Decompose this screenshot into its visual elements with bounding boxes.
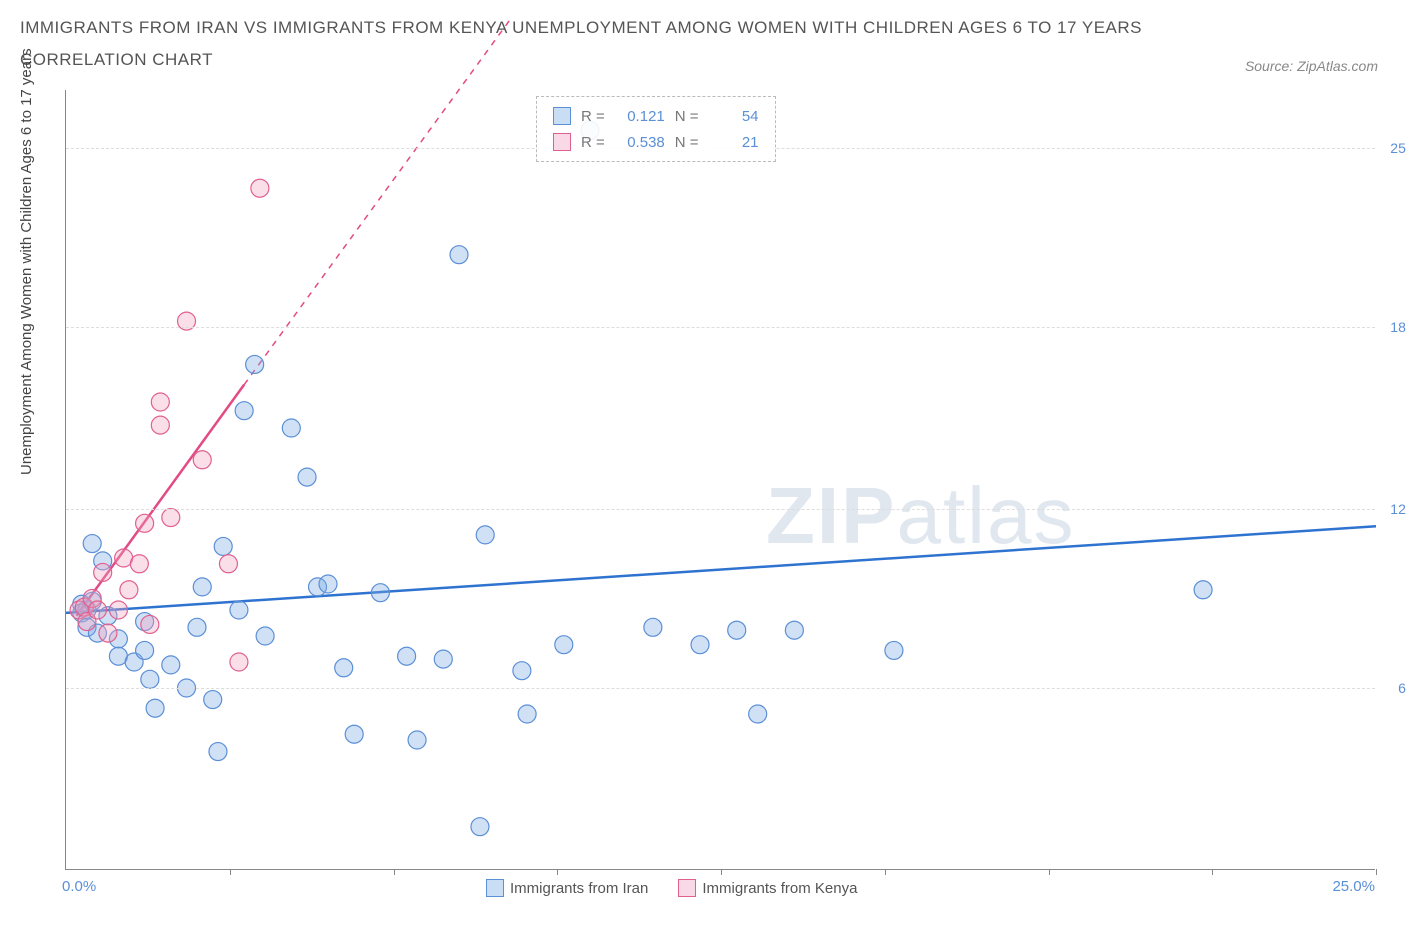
data-point <box>785 621 803 639</box>
data-point <box>398 647 416 665</box>
x-tick <box>230 869 231 875</box>
chart-title: IMMIGRANTS FROM IRAN VS IMMIGRANTS FROM … <box>20 18 1386 38</box>
x-tick <box>885 869 886 875</box>
data-point <box>298 468 316 486</box>
data-point <box>319 575 337 593</box>
data-point <box>256 627 274 645</box>
data-point <box>219 555 237 573</box>
gridline <box>66 327 1375 328</box>
y-tick-label: 18.8% <box>1380 319 1406 335</box>
swatch-pink-icon <box>553 133 571 151</box>
data-point <box>235 402 253 420</box>
data-point <box>209 743 227 761</box>
data-point <box>518 705 536 723</box>
r-value-kenya: 0.538 <box>615 134 665 151</box>
data-point <box>141 670 159 688</box>
data-point <box>214 537 232 555</box>
y-tick-label: 25.0% <box>1380 140 1406 156</box>
source-label: Source: <box>1245 58 1293 74</box>
data-point <box>282 419 300 437</box>
legend-row-kenya: R = 0.538 N = 21 <box>553 129 759 155</box>
chart-subtitle: CORRELATION CHART <box>20 50 1386 70</box>
swatch-blue-icon <box>486 879 504 897</box>
x-tick <box>721 869 722 875</box>
x-tick <box>1049 869 1050 875</box>
chart-plot-area: ZIPatlas R = 0.121 N = 54 R = 0.538 N = … <box>65 90 1375 870</box>
gridline <box>66 688 1375 689</box>
data-point <box>94 563 112 581</box>
data-point <box>136 514 154 532</box>
data-point <box>151 416 169 434</box>
data-point <box>885 641 903 659</box>
data-point <box>371 584 389 602</box>
trend-line-extension <box>244 18 511 385</box>
data-point <box>141 615 159 633</box>
x-tick <box>1212 869 1213 875</box>
legend-series: Immigrants from Iran Immigrants from Ken… <box>486 879 857 897</box>
source-name: ZipAtlas.com <box>1297 58 1378 74</box>
source-attribution: Source: ZipAtlas.com <box>1245 58 1378 74</box>
x-axis-max: 25.0% <box>1332 878 1375 895</box>
legend-item-kenya: Immigrants from Kenya <box>678 879 857 897</box>
trend-line <box>66 526 1376 613</box>
data-point <box>146 699 164 717</box>
data-point <box>188 618 206 636</box>
x-tick <box>557 869 558 875</box>
data-point <box>109 601 127 619</box>
data-point <box>230 601 248 619</box>
y-tick-label: 6.3% <box>1380 680 1406 696</box>
gridline <box>66 509 1375 510</box>
data-point <box>251 179 269 197</box>
data-point <box>83 535 101 553</box>
data-point <box>749 705 767 723</box>
data-point <box>691 636 709 654</box>
legend-label-kenya: Immigrants from Kenya <box>702 880 857 897</box>
r-value-iran: 0.121 <box>615 108 665 125</box>
data-point <box>471 818 489 836</box>
data-point <box>130 555 148 573</box>
data-point <box>246 355 264 373</box>
y-axis-label: Unemployment Among Women with Children A… <box>18 48 35 475</box>
legend-row-iran: R = 0.121 N = 54 <box>553 103 759 129</box>
data-point <box>450 246 468 264</box>
n-label: N = <box>675 108 699 125</box>
data-point <box>476 526 494 544</box>
data-point <box>162 656 180 674</box>
swatch-blue-icon <box>553 107 571 125</box>
n-value-iran: 54 <box>709 108 759 125</box>
data-point <box>345 725 363 743</box>
x-axis-min: 0.0% <box>62 878 96 895</box>
data-point <box>230 653 248 671</box>
x-tick <box>394 869 395 875</box>
data-point <box>555 636 573 654</box>
n-value-kenya: 21 <box>709 134 759 151</box>
data-point <box>136 641 154 659</box>
data-point <box>204 691 222 709</box>
data-point <box>151 393 169 411</box>
y-tick-label: 12.5% <box>1380 501 1406 517</box>
legend-correlation: R = 0.121 N = 54 R = 0.538 N = 21 <box>536 96 776 162</box>
r-label: R = <box>581 134 605 151</box>
legend-item-iran: Immigrants from Iran <box>486 879 648 897</box>
legend-label-iran: Immigrants from Iran <box>510 880 648 897</box>
data-point <box>513 662 531 680</box>
scatter-plot-svg <box>66 90 1375 869</box>
data-point <box>335 659 353 677</box>
data-point <box>88 601 106 619</box>
data-point <box>644 618 662 636</box>
data-point <box>193 578 211 596</box>
n-label: N = <box>675 134 699 151</box>
data-point <box>434 650 452 668</box>
data-point <box>408 731 426 749</box>
swatch-pink-icon <box>678 879 696 897</box>
x-tick <box>1376 869 1377 875</box>
data-point <box>728 621 746 639</box>
data-point <box>193 451 211 469</box>
data-point <box>162 509 180 527</box>
data-point <box>99 624 117 642</box>
data-point <box>1194 581 1212 599</box>
data-point <box>120 581 138 599</box>
r-label: R = <box>581 108 605 125</box>
